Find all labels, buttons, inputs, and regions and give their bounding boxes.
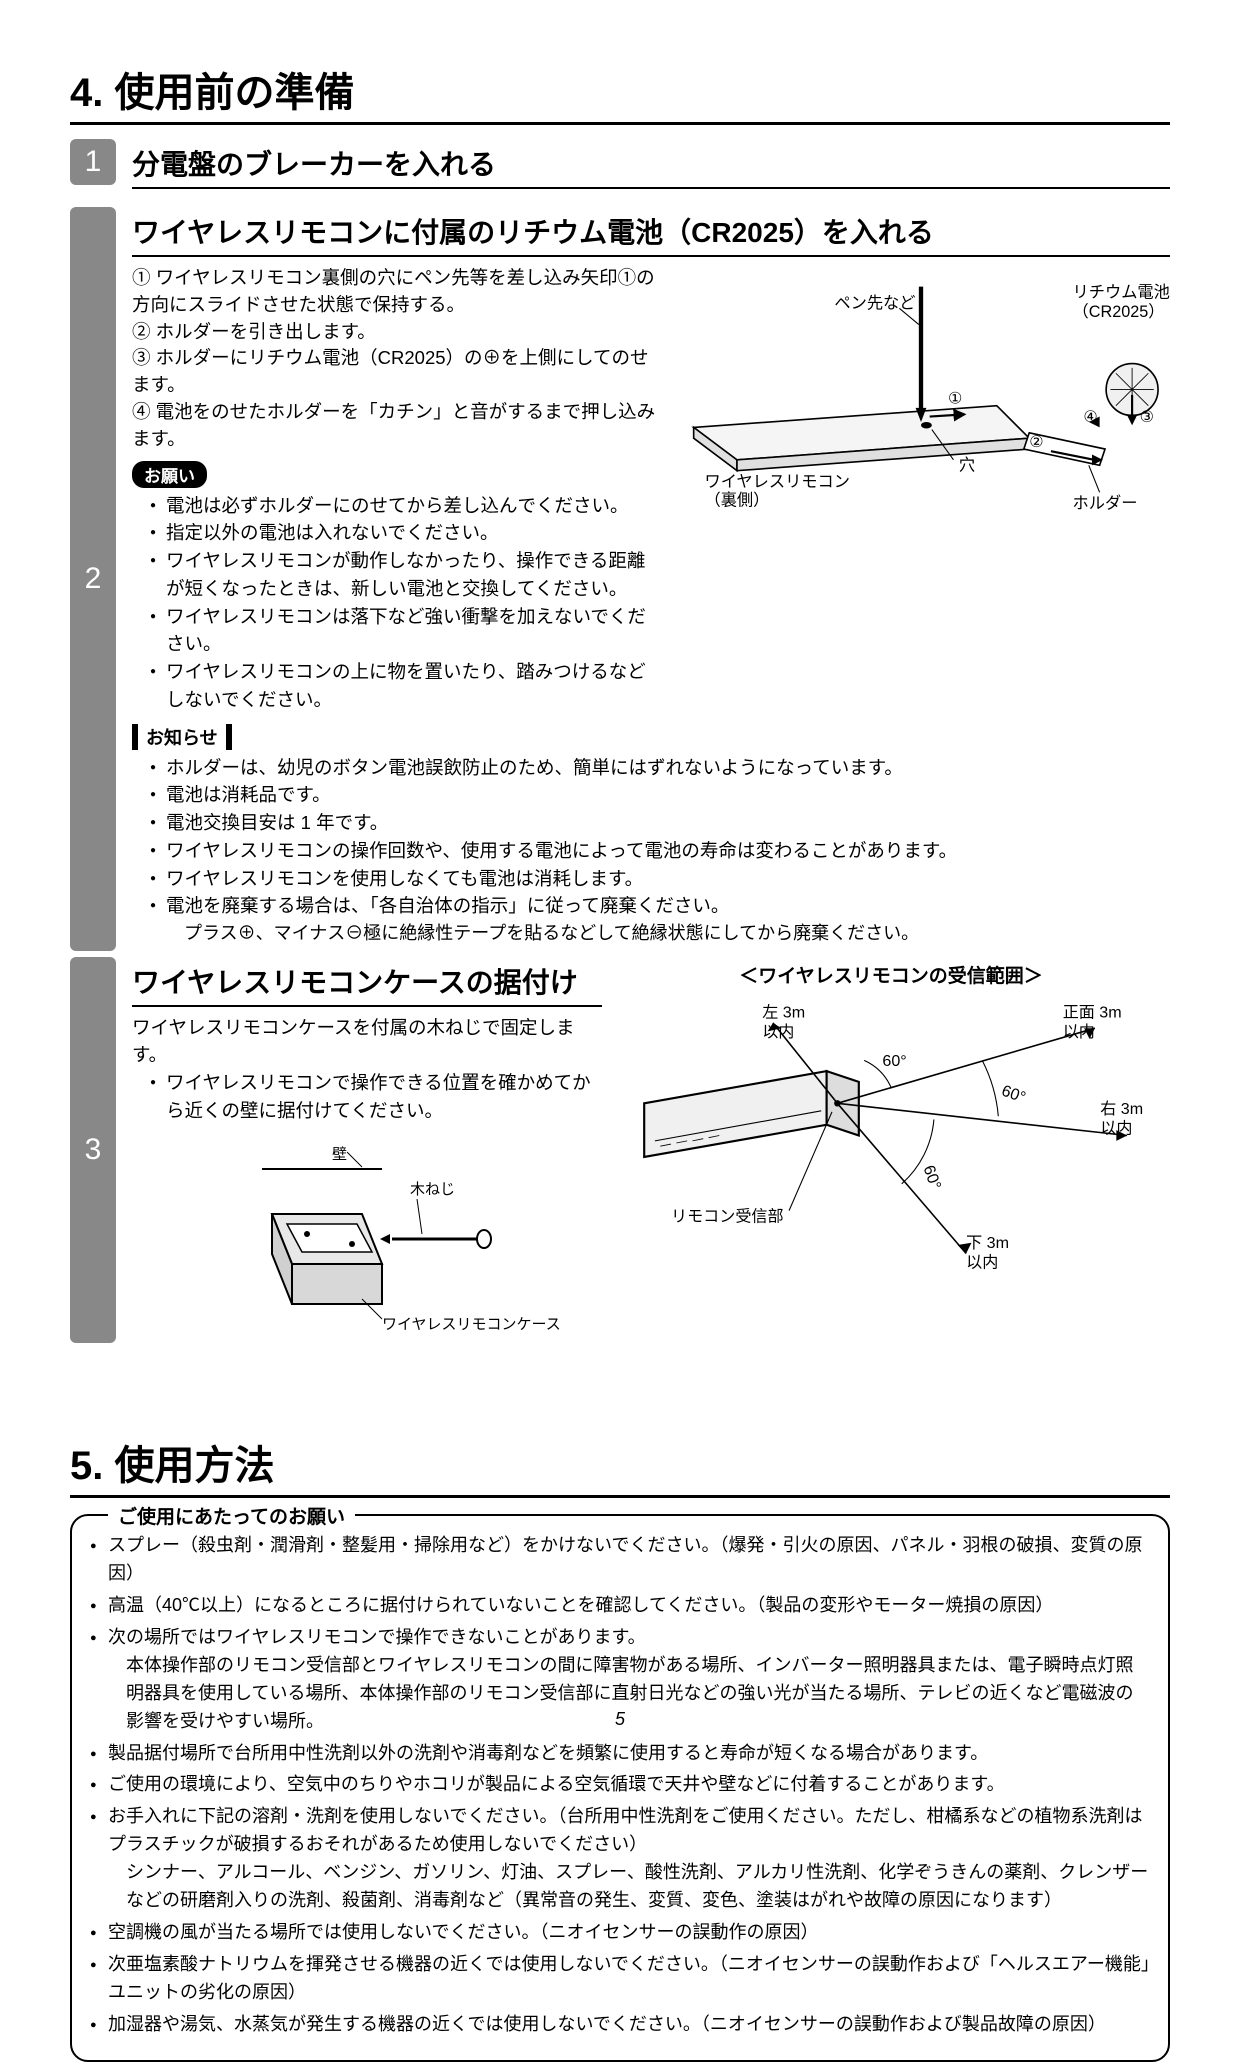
label-case: ワイヤレスリモコンケース bbox=[382, 1316, 561, 1333]
step2-line3: ③ ホルダーにリチウム電池（CR2025）の⊕を上側にしてのせます。 bbox=[132, 345, 662, 399]
label-down2: 以内 bbox=[966, 1254, 998, 1272]
section5-title: 5. 使用方法 bbox=[70, 1433, 1170, 1498]
page-number: 5 bbox=[615, 1709, 625, 1730]
oshirase-3: 電池交換目安は 1 年です。 bbox=[150, 809, 1170, 837]
mark-2: ② bbox=[1029, 433, 1044, 451]
usage-item-1: スプレー（殺虫剤・潤滑剤・整髪用・掃除用など）をかけないでください。（爆発・引火… bbox=[90, 1532, 1150, 1588]
angle-1: 60° bbox=[882, 1052, 906, 1070]
label-screw: 木ねじ bbox=[410, 1181, 455, 1198]
usage-item-2: 高温（40℃以上）になるところに据付けられていないことを確認してください。（製品… bbox=[90, 1592, 1150, 1620]
onegai-1: 電池は必ずホルダーにのせてから差し込んでください。 bbox=[150, 492, 662, 520]
usage-item-5: ご使用の環境により、空気中のちりやホコリが製品による空気循環で天井や壁などに付着… bbox=[90, 1771, 1150, 1799]
label-holder: ホルダー bbox=[1073, 495, 1138, 513]
onegai-3: ワイヤレスリモコンが動作しなかったり、操作できる距離が短くなったときは、新しい電… bbox=[150, 547, 662, 603]
oshirase-label: お知らせ bbox=[132, 724, 232, 750]
range-illustration: 60° 60° 60° 左 3m 以内 正面 3m 以内 右 3m bbox=[612, 996, 1170, 1275]
section4-title: 4. 使用前の準備 bbox=[70, 60, 1170, 125]
step1-head: 分電盤のブレーカーを入れる bbox=[132, 143, 1170, 189]
step1-number: 1 bbox=[70, 139, 116, 185]
usage-item-8: 次亜塩素酸ナトリウムを揮発させる機器の近くでは使用しないでください。（ニオイセン… bbox=[90, 1951, 1150, 2007]
step3: 3 ワイヤレスリモコンケースの据付け ワイヤレスリモコンケースを付属の木ねじで固… bbox=[70, 957, 1170, 1343]
label-bat2: （CR2025） bbox=[1073, 303, 1165, 321]
onegai-2: 指定以外の電池は入れないでください。 bbox=[150, 519, 662, 547]
step2: 2 ワイヤレスリモコンに付属のリチウム電池（CR2025）を入れる ① ワイヤレ… bbox=[70, 207, 1170, 951]
mark-3: ③ bbox=[1140, 408, 1155, 426]
oshirase-1: ホルダーは、幼児のボタン電池誤飲防止のため、簡単にはずれないようになっています。 bbox=[150, 754, 1170, 782]
angle-3: 60° bbox=[919, 1163, 944, 1192]
step3-head: ワイヤレスリモコンケースの据付け bbox=[132, 961, 602, 1007]
usage-item-9: 加湿器や湯気、水蒸気が発生する機器の近くでは使用しないでください。（ニオイセンサ… bbox=[90, 2011, 1150, 2039]
step1: 1 分電盤のブレーカーを入れる bbox=[70, 139, 1170, 201]
label-front: 正面 3m bbox=[1063, 1004, 1122, 1022]
step3-bullet: ワイヤレスリモコンで操作できる位置を確かめてから近くの壁に据付けてください。 bbox=[150, 1069, 602, 1125]
label-left2: 以内 bbox=[762, 1023, 794, 1041]
label-wall: 壁 bbox=[332, 1146, 347, 1163]
label-front2: 以内 bbox=[1063, 1023, 1095, 1041]
label-left: 左 3m bbox=[762, 1004, 805, 1022]
label-right: 右 3m bbox=[1100, 1100, 1143, 1118]
label-remote2: （裏側） bbox=[704, 490, 769, 509]
angle-2: 60° bbox=[999, 1082, 1028, 1107]
oshirase-5: ワイヤレスリモコンを使用しなくても電池は消耗します。 bbox=[150, 865, 1170, 893]
step2-line2: ② ホルダーを引き出します。 bbox=[132, 319, 662, 346]
label-down: 下 3m bbox=[966, 1234, 1009, 1252]
step2-line1: ① ワイヤレスリモコン裏側の穴にペン先等を差し込み矢印①の方向にスライドさせた状… bbox=[132, 265, 662, 319]
label-bat1: リチウム電池 bbox=[1073, 283, 1170, 301]
step3-number: 3 bbox=[70, 957, 116, 1343]
mark-1: ① bbox=[948, 390, 963, 408]
usage-item-6: お手入れに下記の溶剤・洗剤を使用しないでください。（台所用中性洗剤をご使用くださ… bbox=[90, 1803, 1150, 1915]
label-pen: ペン先など bbox=[834, 294, 915, 312]
usage-box-title: ご使用にあたってのお願い bbox=[108, 1502, 355, 1529]
onegai-label: お願い bbox=[132, 461, 207, 488]
label-receiver: リモコン受信部 bbox=[671, 1208, 784, 1226]
onegai-5: ワイヤレスリモコンの上に物を置いたり、踏みつけるなどしないでください。 bbox=[150, 658, 662, 714]
oshirase-2: 電池は消耗品です。 bbox=[150, 781, 1170, 809]
label-remote1: ワイヤレスリモコン bbox=[704, 473, 849, 491]
onegai-4: ワイヤレスリモコンは落下など強い衝撃を加えないでください。 bbox=[150, 603, 662, 659]
step2-illustration: ペン先など ① 穴 ワイヤレスリモコン （裏側） ② bbox=[672, 265, 1170, 525]
usage-box: ご使用にあたってのお願い スプレー（殺虫剤・潤滑剤・整髪用・掃除用など）をかけな… bbox=[70, 1514, 1170, 2062]
range-title: ＜ワイヤレスリモコンの受信範囲＞ bbox=[612, 961, 1170, 988]
step2-head: ワイヤレスリモコンに付属のリチウム電池（CR2025）を入れる bbox=[132, 211, 1170, 257]
label-right2: 以内 bbox=[1100, 1120, 1132, 1138]
step2-number: 2 bbox=[70, 207, 116, 951]
label-hole: 穴 bbox=[959, 457, 975, 475]
step3-intro: ワイヤレスリモコンケースを付属の木ねじで固定します。 bbox=[132, 1015, 602, 1069]
usage-item-7: 空調機の風が当たる場所では使用しないでください。（ニオイセンサーの誤動作の原因） bbox=[90, 1919, 1150, 1947]
step3-illustration: 壁 木ねじ ワイヤレスリモコンケース bbox=[132, 1134, 602, 1334]
oshirase-4: ワイヤレスリモコンの操作回数や、使用する電池によって電池の寿命は変わることがあり… bbox=[150, 837, 1170, 865]
step2-line4: ④ 電池をのせたホルダーを「カチン」と音がするまで押し込みます。 bbox=[132, 399, 662, 453]
usage-item-4: 製品据付場所で台所用中性洗剤以外の洗剤や消毒剤などを頻繁に使用すると寿命が短くな… bbox=[90, 1740, 1150, 1768]
oshirase-6: 電池を廃棄する場合は、「各自治体の指示」に従って廃棄ください。 プラス⊕、マイナ… bbox=[150, 892, 1170, 947]
